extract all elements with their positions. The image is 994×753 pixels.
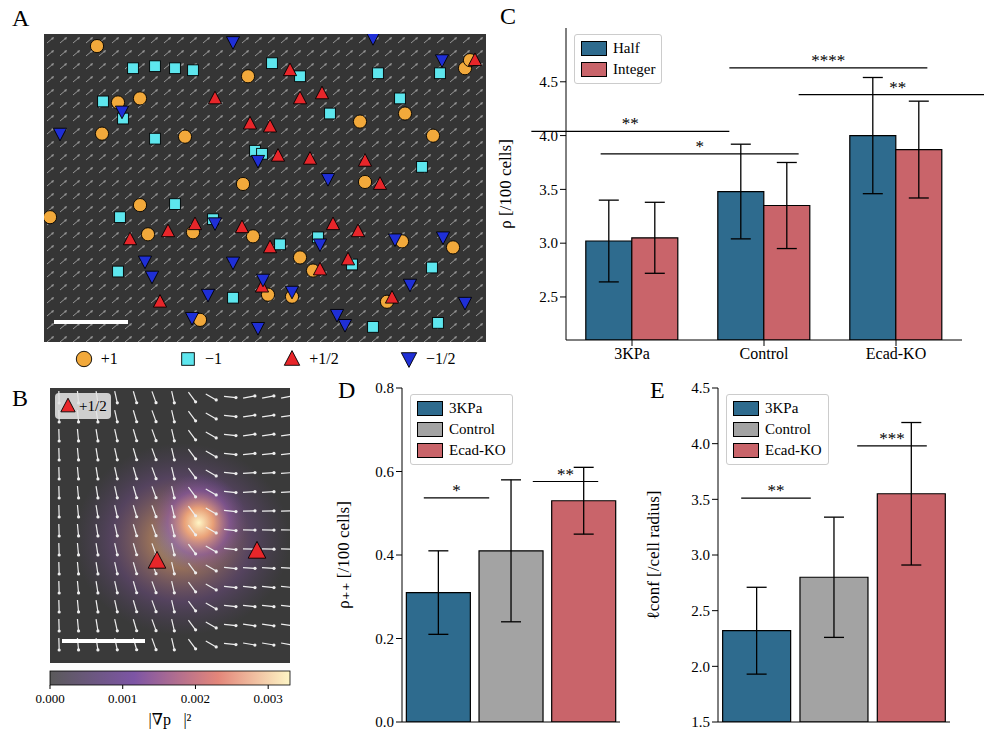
svg-text:2.5: 2.5: [539, 289, 558, 305]
svg-text:4.5: 4.5: [691, 380, 710, 396]
svg-text:**: **: [889, 78, 906, 97]
html-text:A: A: [12, 5, 30, 31]
svg-text:0.4: 0.4: [375, 547, 394, 563]
html-text:B: B: [12, 385, 28, 411]
svg-text:Control: Control: [740, 345, 789, 362]
html-text:3KPa: 3KPa: [449, 400, 483, 416]
html-text:+1/2: +1/2: [309, 350, 339, 367]
svg-text:3KPa: 3KPa: [614, 345, 650, 362]
svg-text:0.001: 0.001: [108, 691, 137, 706]
svg-text:ℓconf [/cell radius]: ℓconf [/cell radius]: [644, 491, 663, 620]
svg-text:***: ***: [879, 429, 905, 448]
svg-text:Ecad-KO: Ecad-KO: [866, 345, 926, 362]
html-text:E: E: [650, 377, 665, 403]
svg-text:3.0: 3.0: [539, 235, 558, 251]
svg-text:4.0: 4.0: [691, 436, 710, 452]
html-text:Ecad-KO: Ecad-KO: [765, 442, 822, 458]
svg-text:ρ₊₊ [/100 cells]: ρ₊₊ [/100 cells]: [334, 501, 353, 609]
html-text:3KPa: 3KPa: [765, 400, 799, 416]
svg-text:*: *: [452, 481, 461, 500]
svg-text:**: **: [768, 481, 785, 500]
svg-text:3.5: 3.5: [691, 492, 710, 508]
svg-text:0.000: 0.000: [35, 691, 64, 706]
svg-text:0.8: 0.8: [375, 380, 394, 396]
svg-text:4.5: 4.5: [539, 74, 558, 90]
html-text:+1: +1: [100, 350, 118, 367]
svg-text:*: *: [695, 137, 704, 156]
html-text:Control: Control: [449, 421, 495, 437]
svg-text:**: **: [622, 114, 639, 133]
svg-text:2.5: 2.5: [691, 603, 710, 619]
svg-text:0.2: 0.2: [375, 631, 394, 647]
svg-text:ρ [/100 cells]: ρ [/100 cells]: [496, 139, 515, 229]
svg-text:****: ****: [811, 51, 845, 70]
svg-text:0.6: 0.6: [375, 464, 394, 480]
svg-text:0.002: 0.002: [181, 691, 210, 706]
html-text:−1: −1: [204, 350, 222, 367]
svg-text:|∇p⃗|²: |∇p⃗|²: [149, 711, 192, 729]
html-text:D: D: [338, 377, 356, 403]
html-text:Control: Control: [765, 421, 811, 437]
svg-text:0.0: 0.0: [375, 714, 394, 730]
svg-text:+1/2: +1/2: [79, 398, 107, 414]
svg-text:0.003: 0.003: [254, 691, 283, 706]
html-text:C: C: [500, 3, 516, 29]
svg-text:**: **: [557, 465, 574, 484]
svg-text:4.0: 4.0: [539, 128, 558, 144]
svg-text:2.0: 2.0: [691, 659, 710, 675]
svg-text:3.5: 3.5: [539, 182, 558, 198]
html-text:Half: Half: [613, 40, 640, 56]
html-text:Integer: Integer: [613, 61, 656, 77]
svg-text:3.0: 3.0: [691, 547, 710, 563]
html-text:Ecad-KO: Ecad-KO: [449, 442, 506, 458]
svg-text:1.5: 1.5: [691, 714, 710, 730]
html-text:−1/2: −1/2: [425, 350, 456, 367]
